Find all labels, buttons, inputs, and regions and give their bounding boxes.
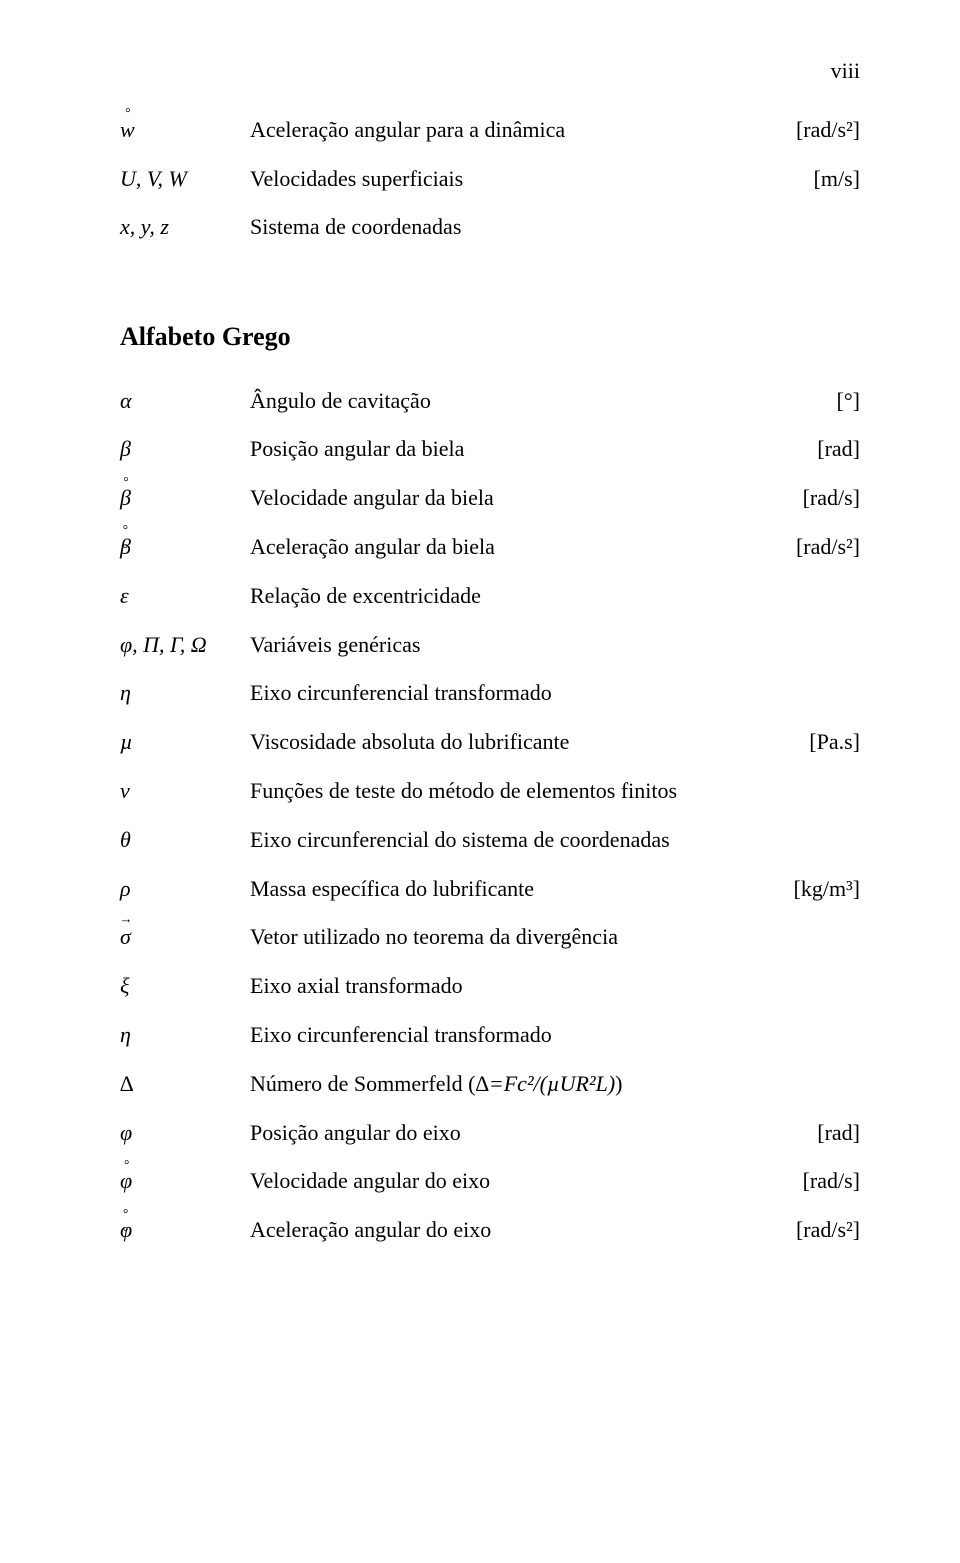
greek-row: ρMassa específica do lubrificante[kg/m³] <box>120 874 860 905</box>
greek-symbol: φ, Π, Γ, Ω <box>120 630 250 661</box>
greek-row: β°°Aceleração angular da biela[rad/s²] <box>120 532 860 563</box>
greek-symbol: θ <box>120 825 250 856</box>
greek-unit: [rad/s²] <box>784 1215 860 1246</box>
spacer <box>120 261 860 279</box>
greek-symbol: µ <box>120 727 250 758</box>
greek-row: βPosição angular da biela[rad] <box>120 434 860 465</box>
greek-row: σ→Vetor utilizado no teorema da divergên… <box>120 922 860 953</box>
greek-symbol: η <box>120 1020 250 1051</box>
greek-symbol: β <box>120 434 250 465</box>
greek-description: Eixo axial transformado <box>250 971 848 1002</box>
greek-description: Ângulo de cavitação <box>250 386 825 417</box>
greek-symbol: α <box>120 386 250 417</box>
greek-row: φ°°Aceleração angular do eixo[rad/s²] <box>120 1215 860 1246</box>
greek-row: αÂngulo de cavitação[°] <box>120 386 860 417</box>
top-symbol-list: w°Aceleração angular para a dinâmica[rad… <box>120 115 860 243</box>
greek-symbol: β°° <box>120 532 250 563</box>
greek-description: Massa específica do lubrificante <box>250 874 782 905</box>
greek-symbol-list: αÂngulo de cavitação[°]βPosição angular … <box>120 386 860 1246</box>
greek-row: ∆Número de Sommerfeld (∆=Fc²/(µUR²L)) <box>120 1069 860 1100</box>
symbol-row: U, V, WVelocidades superficiais[m/s] <box>120 164 860 195</box>
greek-symbol: φ <box>120 1118 250 1149</box>
greek-unit: [rad] <box>805 1118 860 1149</box>
greek-row: µViscosidade absoluta do lubrificante[Pa… <box>120 727 860 758</box>
greek-row: φ, Π, Γ, ΩVariáveis genéricas <box>120 630 860 661</box>
greek-unit: [rad] <box>805 434 860 465</box>
greek-row: νFunções de teste do método de elementos… <box>120 776 860 807</box>
greek-description: Aceleração angular do eixo <box>250 1215 784 1246</box>
greek-symbol: ξ <box>120 971 250 1002</box>
greek-symbol: ν <box>120 776 250 807</box>
greek-unit: [°] <box>825 386 860 417</box>
symbol-row: x, y, zSistema de coordenadas <box>120 212 860 243</box>
greek-unit: [rad/s] <box>791 1166 860 1197</box>
page-number: viii <box>120 56 860 87</box>
symbol-description: Velocidades superficiais <box>250 164 802 195</box>
greek-row: ξEixo axial transformado <box>120 971 860 1002</box>
greek-description: Velocidade angular da biela <box>250 483 791 514</box>
greek-description: Aceleração angular da biela <box>250 532 784 563</box>
greek-description: Velocidade angular do eixo <box>250 1166 791 1197</box>
greek-alphabet-heading: Alfabeto Grego <box>120 319 860 355</box>
greek-row: ηEixo circunferencial transformado <box>120 1020 860 1051</box>
greek-description: Relação de excentricidade <box>250 581 848 612</box>
symbol-symbol: U, V, W <box>120 164 250 195</box>
greek-symbol: σ→ <box>120 922 250 953</box>
greek-symbol: ε <box>120 581 250 612</box>
greek-description: Eixo circunferencial do sistema de coord… <box>250 825 848 856</box>
greek-unit: [rad/s²] <box>784 532 860 563</box>
symbol-description: Aceleração angular para a dinâmica <box>250 115 784 146</box>
greek-symbol: ρ <box>120 874 250 905</box>
greek-row: φ°Velocidade angular do eixo[rad/s] <box>120 1166 860 1197</box>
symbol-unit: [m/s] <box>802 164 860 195</box>
symbol-row: w°Aceleração angular para a dinâmica[rad… <box>120 115 860 146</box>
greek-description: Eixo circunferencial transformado <box>250 1020 848 1051</box>
greek-description: Número de Sommerfeld (∆=Fc²/(µUR²L)) <box>250 1069 848 1100</box>
greek-symbol: ∆ <box>120 1069 250 1100</box>
greek-row: εRelação de excentricidade <box>120 581 860 612</box>
greek-unit: [Pa.s] <box>797 727 860 758</box>
greek-row: θEixo circunferencial do sistema de coor… <box>120 825 860 856</box>
symbol-symbol: w° <box>120 115 250 146</box>
greek-unit: [rad/s] <box>791 483 860 514</box>
symbol-description: Sistema de coordenadas <box>250 212 848 243</box>
greek-description: Vetor utilizado no teorema da divergênci… <box>250 922 848 953</box>
greek-symbol: β° <box>120 483 250 514</box>
greek-row: φPosição angular do eixo[rad] <box>120 1118 860 1149</box>
greek-row: ηEixo circunferencial transformado <box>120 678 860 709</box>
greek-symbol: η <box>120 678 250 709</box>
symbol-unit: [rad/s²] <box>784 115 860 146</box>
greek-description: Funções de teste do método de elementos … <box>250 776 848 807</box>
greek-symbol: φ° <box>120 1166 250 1197</box>
greek-description: Posição angular do eixo <box>250 1118 805 1149</box>
greek-description: Posição angular da biela <box>250 434 805 465</box>
greek-unit: [kg/m³] <box>782 874 860 905</box>
symbol-symbol: x, y, z <box>120 212 250 243</box>
greek-row: β°Velocidade angular da biela[rad/s] <box>120 483 860 514</box>
greek-symbol: φ°° <box>120 1215 250 1246</box>
greek-description: Viscosidade absoluta do lubrificante <box>250 727 797 758</box>
greek-description: Variáveis genéricas <box>250 630 848 661</box>
greek-description: Eixo circunferencial transformado <box>250 678 848 709</box>
